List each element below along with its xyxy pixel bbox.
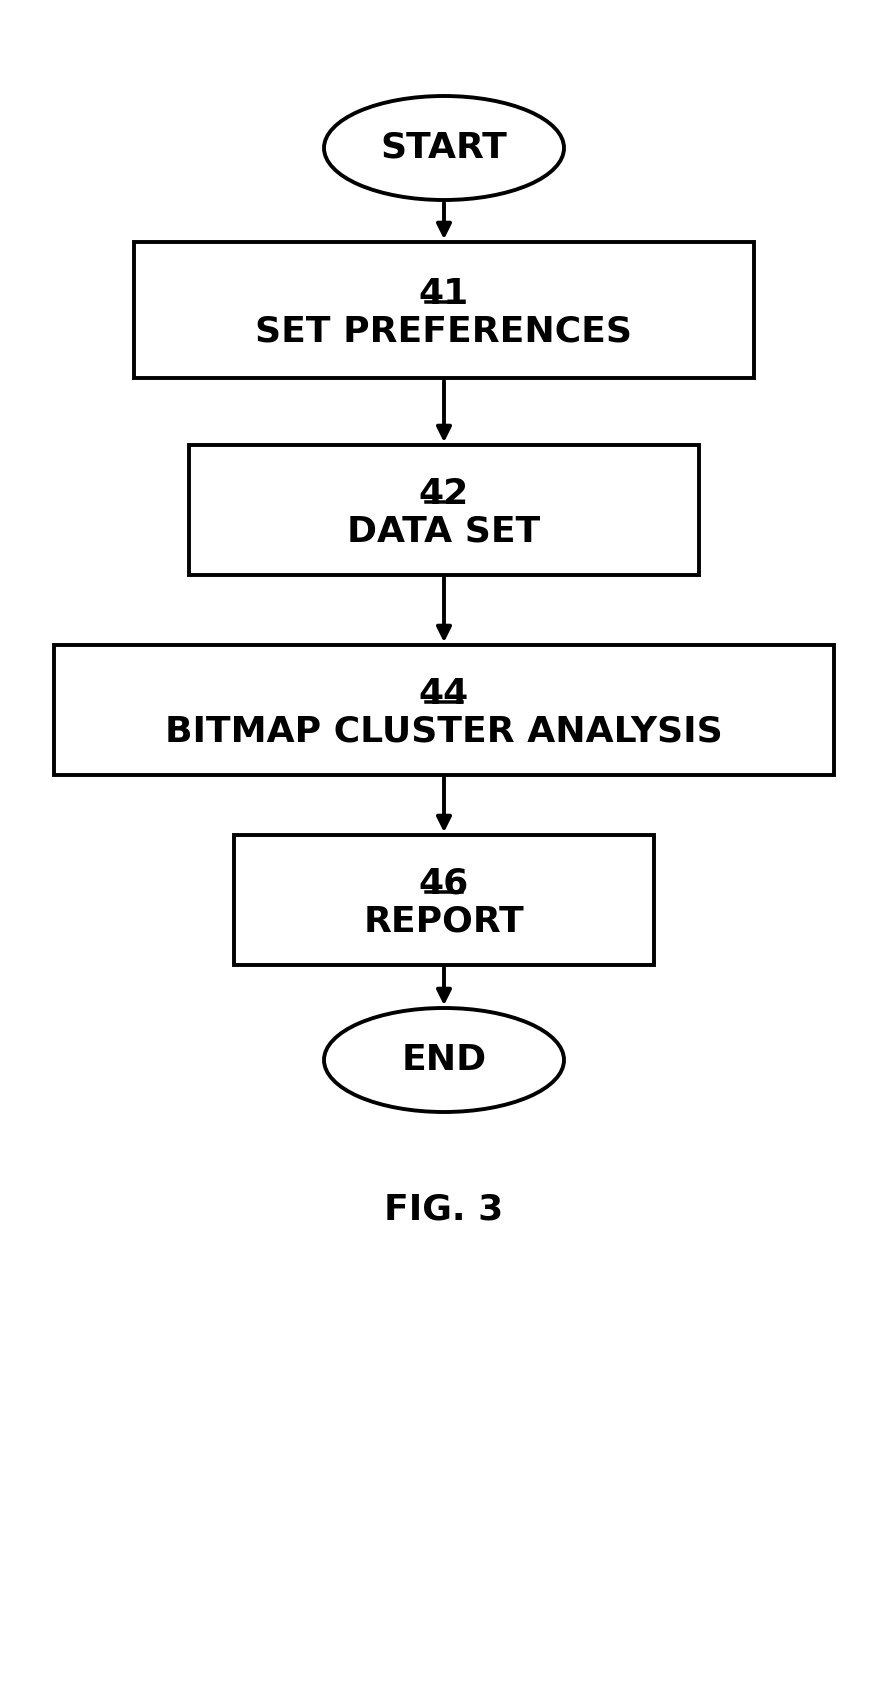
Text: BITMAP CLUSTER ANALYSIS: BITMAP CLUSTER ANALYSIS xyxy=(165,715,723,749)
Text: SET PREFERENCES: SET PREFERENCES xyxy=(256,315,632,349)
Text: FIG. 3: FIG. 3 xyxy=(385,1193,503,1226)
Text: 42: 42 xyxy=(419,478,469,512)
Ellipse shape xyxy=(324,97,564,200)
FancyBboxPatch shape xyxy=(54,645,834,774)
Text: DATA SET: DATA SET xyxy=(347,515,541,549)
Text: REPORT: REPORT xyxy=(363,905,525,938)
Text: 44: 44 xyxy=(419,678,469,711)
Text: END: END xyxy=(401,1044,487,1077)
Text: 41: 41 xyxy=(419,278,469,312)
FancyBboxPatch shape xyxy=(234,835,654,966)
Ellipse shape xyxy=(324,1008,564,1111)
Text: START: START xyxy=(381,130,507,164)
FancyBboxPatch shape xyxy=(134,242,754,378)
Text: 46: 46 xyxy=(419,867,469,901)
FancyBboxPatch shape xyxy=(189,446,699,574)
